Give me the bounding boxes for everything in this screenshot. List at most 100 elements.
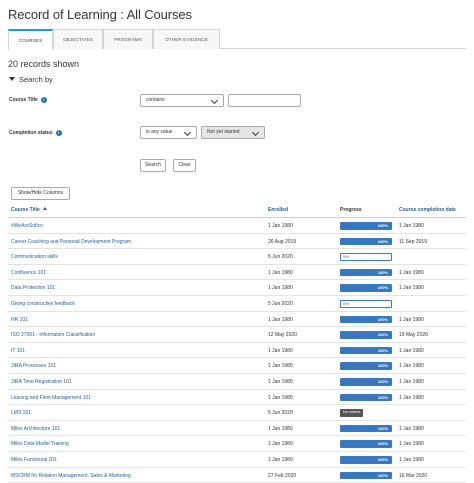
- progress-bar: 100%: [340, 378, 392, 386]
- completion-date: 1 Jan 1980: [399, 285, 424, 292]
- search-button[interactable]: Search: [140, 159, 166, 172]
- enrolled-date: 1 Jan 1980: [268, 441, 293, 448]
- completion-operator-select[interactable]: is any value: [140, 126, 197, 139]
- course-title-operator-select[interactable]: contains: [140, 94, 224, 107]
- progress-fill: [341, 394, 391, 401]
- completion-date: 1 Jan 1980: [399, 223, 424, 229]
- enrolled-date: 1 Jan 1980: [268, 285, 293, 292]
- completion-date: 1 Jan 1980: [399, 316, 424, 323]
- course-title-link[interactable]: JIRA Processes 101: [11, 363, 57, 370]
- progress-bar: 100%: [340, 471, 392, 480]
- progress-bar: 100%: [340, 315, 392, 324]
- progress-bar: 100%: [340, 222, 392, 230]
- progress-percent: 100%: [377, 363, 388, 369]
- table-header-divider: [8, 217, 466, 218]
- progress-percent: 100%: [377, 238, 388, 244]
- table-row: Career Coaching and Personal Development…: [8, 234, 466, 250]
- chevron-down-icon: [210, 96, 219, 105]
- progress-percent: 0%: [343, 254, 349, 260]
- enrolled-date: 1 Jan 1980: [268, 316, 293, 323]
- course-title-link[interactable]: MSCRM for Relation Management, Sales & M…: [11, 472, 131, 479]
- completion-date: 1 Jan 1980: [399, 363, 424, 370]
- progress-fill: [341, 269, 391, 276]
- show-hide-columns-button[interactable]: Show/Hide Columns: [11, 187, 70, 200]
- column-header-completion-date[interactable]: Course completion date: [399, 207, 456, 213]
- chevron-down-icon: [183, 128, 192, 137]
- progress-fill: [341, 285, 391, 291]
- search-by-toggle[interactable]: Search by: [9, 75, 53, 84]
- course-title-input[interactable]: [228, 94, 301, 107]
- course-title-link[interactable]: Data Protection 101: [11, 285, 56, 292]
- completion-date: 11 Sep 2019: [399, 238, 427, 245]
- table-row: IT 101 1 Jan 1980 100% 1 Jan 1980: [8, 343, 466, 359]
- table-row: Miles Architecture 101 1 Jan 1980 100% 1 Ja…: [8, 421, 466, 437]
- course-title-link[interactable]: JIRA Time Registration 101: [11, 379, 72, 385]
- table-row: HR 101 1 Jan 1980 100% 1 Jan 1980: [8, 312, 466, 328]
- progress-fill: [341, 363, 391, 369]
- course-title-link[interactable]: Giving constructive feedback: [11, 301, 75, 307]
- tab-programs[interactable]: PROGRAMS: [103, 29, 153, 49]
- info-icon[interactable]: i: [55, 130, 62, 136]
- column-header-course-title[interactable]: Course Title: [11, 207, 47, 213]
- course-title-link[interactable]: ISO 27001 - Information Classification: [11, 332, 96, 339]
- table-row: Giving constructive feedback 5 Jun 2020 0%: [8, 296, 466, 312]
- caret-down-icon: [9, 77, 15, 81]
- progress-percent: 0%: [343, 301, 349, 306]
- enrolled-date: 5 Jun 2020: [268, 301, 293, 307]
- completion-date: 1 Jan 1980: [399, 394, 424, 401]
- enrolled-date: 1 Jan 1980: [268, 347, 293, 354]
- completion-date: 1 Jan 1980: [399, 269, 424, 276]
- table-row: Miles Data Model Training 1 Jan 1980 100% 1…: [8, 436, 466, 452]
- course-title-link[interactable]: Leasing and Fleet Management 101: [11, 394, 92, 401]
- course-title-link[interactable]: #WeAreSofico: [11, 223, 43, 229]
- tab-other-evidence[interactable]: OTHER EVIDENCE: [153, 29, 220, 49]
- column-header-enrolled[interactable]: Enrolled: [268, 207, 289, 213]
- enrolled-date: 1 Jan 1980: [268, 363, 293, 370]
- tab-objectives[interactable]: OBJECTIVES: [53, 29, 103, 49]
- table-row: Data Protection 101 1 Jan 1980 100% 1 Jan 1…: [8, 280, 466, 296]
- clear-button[interactable]: Clear: [173, 159, 196, 172]
- progress-percent: 100%: [377, 379, 388, 384]
- enrolled-date: 1 Jan 1980: [268, 425, 293, 432]
- enrolled-date: 27 Feb 2020: [268, 472, 297, 479]
- tab-courses[interactable]: COURSES: [8, 29, 53, 50]
- progress-fill: [341, 347, 391, 354]
- enrolled-date: 5 Jun 2020: [268, 254, 293, 261]
- page-title: Record of Learning : All Courses: [8, 7, 192, 22]
- completion-date: 1 Jan 1980: [399, 425, 424, 432]
- enrolled-date: 1 Jan 1980: [268, 457, 293, 463]
- progress-percent: 100%: [377, 457, 388, 462]
- progress-fill: [341, 316, 391, 323]
- table-row: JIRA Processes 101 1 Jan 1980 100% 1 Jan 19…: [8, 358, 466, 374]
- progress-percent: 100%: [377, 316, 388, 322]
- progress-percent: 100%: [377, 425, 388, 431]
- progress-bar: 100%: [340, 393, 392, 402]
- completion-date: 19 May 2020: [399, 332, 428, 339]
- course-title-link[interactable]: Career Coaching and Personal Development…: [11, 238, 132, 245]
- progress-bar: 0%: [340, 300, 392, 308]
- course-title-link[interactable]: IT 101: [11, 347, 26, 354]
- progress-percent: 100%: [377, 472, 388, 478]
- completion-date: 1 Jan 1980: [399, 441, 424, 448]
- progress-bar: 100%: [340, 346, 392, 355]
- enrolled-date: 5 Jun 2020: [268, 410, 293, 417]
- progress-bar: 100%: [340, 268, 392, 277]
- progress-bar: 100%: [340, 424, 392, 433]
- chevron-down-icon: [251, 128, 260, 137]
- progress-fill: [341, 223, 391, 229]
- course-title-link[interactable]: Miles Data Model Training: [11, 441, 69, 448]
- progress-fill: [341, 238, 391, 245]
- course-title-link[interactable]: Communication skills: [11, 254, 58, 261]
- course-title-link[interactable]: Miles Architecture 101: [11, 425, 61, 432]
- column-header-progress: Progress: [340, 207, 362, 213]
- completion-status-select[interactable]: Not yet started: [201, 126, 265, 139]
- course-title-link[interactable]: LMS 101: [11, 410, 32, 417]
- course-title-link[interactable]: Confluence 101: [11, 269, 47, 276]
- course-title-link[interactable]: HR 101: [11, 316, 28, 323]
- completion-date: 1 Jan 1980: [399, 457, 424, 463]
- enrolled-date: 12 May 2020: [268, 332, 297, 339]
- course-title-link[interactable]: Miles Functional 101: [11, 457, 57, 463]
- search-by-label: Search by: [19, 75, 53, 84]
- table-row: JIRA Time Registration 101 1 Jan 1980 100%…: [8, 374, 466, 390]
- info-icon[interactable]: i: [40, 97, 47, 103]
